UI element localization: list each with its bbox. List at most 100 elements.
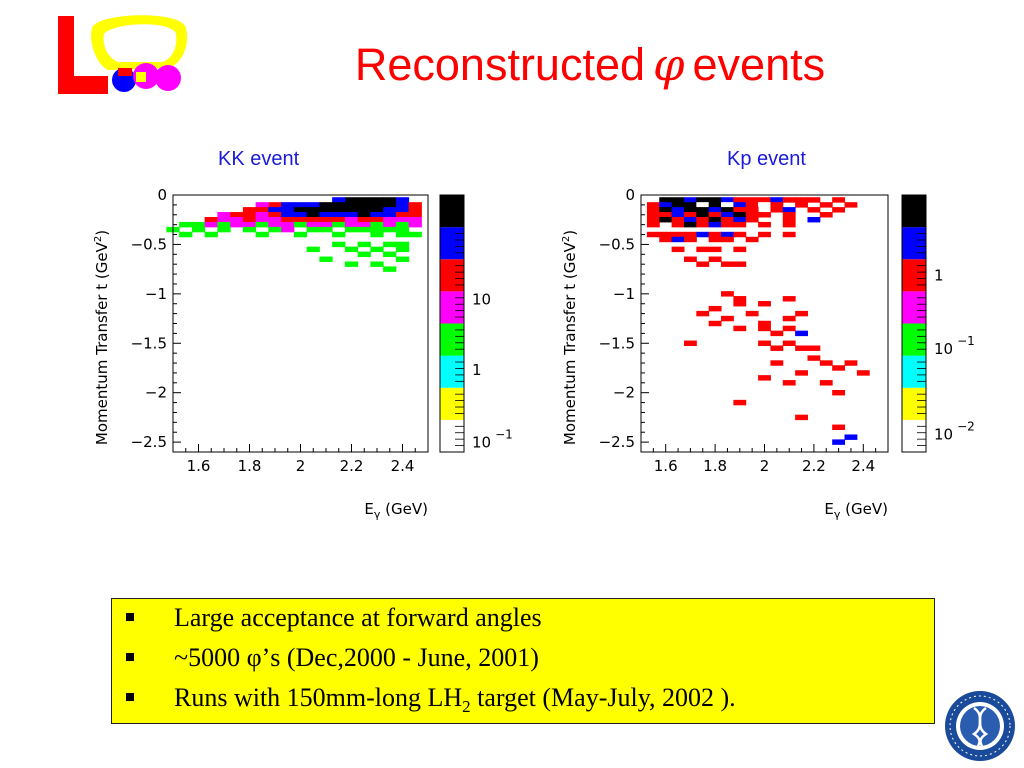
kk-heatmap-cell: [408, 207, 422, 213]
kk-heatmap-cell: [344, 197, 359, 203]
kk-colorbar-segment: [440, 195, 464, 228]
kk-y-tick-label: −1.5: [131, 334, 167, 352]
kk-heatmap-cell: [344, 221, 359, 228]
kk-y-tick-label: −0.5: [131, 235, 167, 253]
kp-heatmap-cell: [683, 212, 697, 218]
kp-heatmap-cell: [708, 207, 722, 213]
kk-heatmap-cell: [281, 216, 295, 223]
kp-heatmap-cell: [696, 197, 710, 203]
kp-y-tick-label: −1.5: [599, 334, 635, 352]
kp-heatmap-cell: [646, 216, 660, 223]
kp-colorbar-segment: [902, 387, 926, 420]
academia-sinica-seal-icon: [945, 691, 1015, 761]
kk-y-tick-label: −1: [145, 285, 167, 303]
kp-heatmap-cell: [758, 212, 771, 218]
kp-heatmap-cell: [646, 221, 660, 228]
kk-heatmap-cell: [217, 221, 231, 228]
kk-heatmap-cell: [383, 212, 397, 218]
kk-heatmap-cell: [281, 212, 295, 218]
kk-heatmap-cell: [383, 226, 397, 233]
kk-heatmap-cell: [306, 246, 320, 253]
bullet-text-before: ~5000: [174, 643, 247, 672]
kp-colorbar-segment: [902, 259, 926, 292]
kp-heatmap-cell: [807, 345, 821, 351]
kk-heatmap-cell: [344, 226, 359, 233]
kk-colorbar-label: 10 −1: [472, 427, 513, 451]
kk-heatmap-cell: [383, 197, 397, 203]
kp-heatmap-cell: [646, 212, 660, 218]
kp-colorbar: 1 10−1 10−2: [901, 194, 975, 453]
kp-heatmap-cell: [782, 231, 796, 238]
kp-heatmap-cell: [807, 207, 821, 213]
title-text-after: events: [692, 39, 826, 90]
kk-heatmap-cell: [217, 212, 231, 218]
kp-heatmap-cell: [696, 216, 710, 223]
kp-heatmap-cell: [721, 315, 734, 322]
kp-heatmap-cell: [721, 197, 734, 203]
kk-x-tick-label: 2.2: [340, 457, 364, 475]
kp-colorbar-segment: [902, 195, 926, 228]
kk-x-tick-label: 1.6: [187, 457, 211, 475]
kk-heatmap-cell: [357, 197, 371, 203]
kp-heatmap-cell: [721, 212, 734, 218]
kk-heatmap-cell: [319, 212, 333, 218]
kp-heatmap-cell: [646, 231, 660, 238]
kk-heatmap-cell: [408, 216, 422, 223]
kk-heatmap-cell: [395, 256, 410, 262]
kk-heatmap-cell: [370, 226, 384, 233]
kp-x-tick-label: 2: [760, 457, 770, 475]
kk-heatmap-cell: [332, 197, 346, 203]
kk-heatmap-cell: [408, 231, 422, 238]
kk-colorbar: 10 1 10 −1: [439, 194, 513, 453]
kp-heatmap-cell: [659, 202, 673, 208]
kp-heatmap-cell: [708, 320, 722, 327]
kk-heatmap-cell: [255, 212, 269, 218]
kk-heatmap-cell: [242, 216, 257, 223]
kk-heatmap-cell: [332, 221, 346, 228]
kp-heatmap-cell: [782, 212, 796, 218]
kk-heatmap-cell: [344, 212, 359, 218]
kp-colorbar-segment: [902, 227, 926, 260]
kk-colorbar-segment: [440, 355, 464, 388]
kp-heatmap-cell: [758, 202, 771, 208]
kk-heatmap-cell: [242, 212, 257, 218]
kp-heatmap-cell: [832, 439, 846, 445]
kk-heatmap-cell: [255, 231, 269, 238]
kp-y-tick-label: −1: [613, 285, 635, 303]
kp-heatmap-cell: [671, 236, 685, 243]
kk-heatmap-cell: [357, 221, 371, 228]
kp-heatmap-cell: [745, 216, 759, 223]
kk-heatmap-cell: [204, 231, 218, 238]
kk-heatmap-cell: [357, 251, 371, 258]
kp-heatmap-cell: [708, 246, 722, 253]
kk-heatmap-cell: [408, 202, 422, 208]
bullet-text-after: ’s (Dec,2000 - June, 2001): [261, 643, 539, 672]
kp-heatmap-cell: [782, 325, 796, 332]
kp-x-tick-label: 1.6: [654, 457, 678, 475]
kk-heatmap-cell: [242, 207, 257, 213]
kp-heatmap-cell: [659, 216, 673, 223]
kp-heatmap-cell: [721, 221, 734, 228]
kk-heatmap-cell: [370, 207, 384, 213]
kp-heatmap-cell: [721, 236, 734, 243]
kk-colorbar-label: 10: [472, 290, 491, 308]
kp-heatmap-cell: [733, 207, 747, 213]
kk-heatmap-cell: [306, 202, 320, 208]
kk-heatmap-cell: [293, 202, 308, 208]
kp-heatmap-cell: [795, 370, 808, 376]
kk-heatmap-cell: [268, 207, 282, 213]
kp-heatmap-cell: [745, 236, 759, 243]
kk-heatmap-cell: [370, 261, 384, 267]
kk-heatmap-cell: [281, 221, 295, 228]
kk-heatmap-cell: [344, 207, 359, 213]
kp-heatmap-cell: [782, 216, 796, 223]
kp-heatmap-cell: [745, 197, 759, 203]
kp-heatmap-cell: [683, 256, 697, 262]
kp-heatmap-cell: [671, 207, 685, 213]
kk-heatmap-cell: [281, 207, 295, 213]
kp-heatmap-cell: [733, 246, 747, 253]
kk-heatmap-cell: [319, 207, 333, 213]
kk-heatmap-cell: [306, 226, 320, 233]
kp-heatmap-cell: [733, 325, 747, 332]
kk-heatmap-cell: [319, 221, 333, 228]
